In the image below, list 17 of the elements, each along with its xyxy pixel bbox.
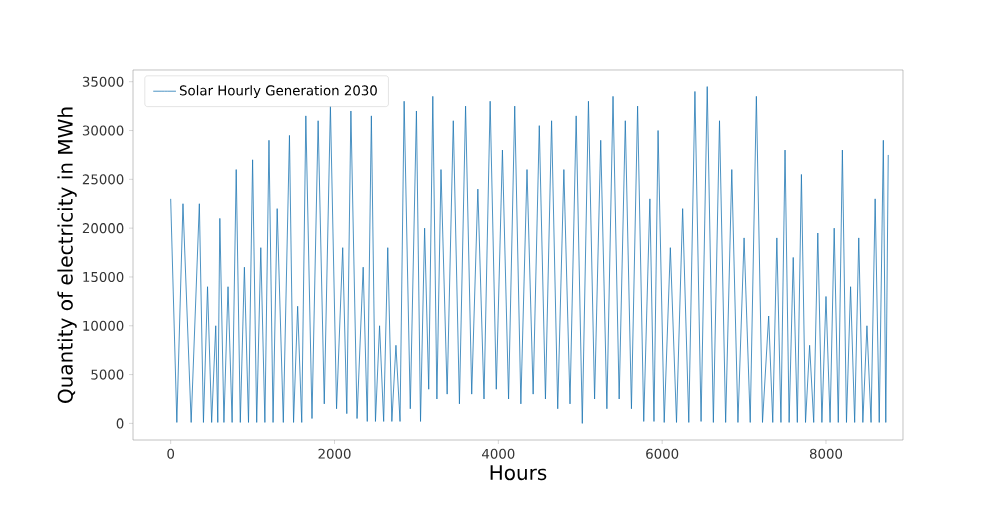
x-tick-label: 8000 (809, 448, 843, 459)
y-tick-label: 15000 (83, 271, 124, 283)
legend-label: Solar Hourly Generation 2030 (179, 85, 377, 99)
x-tick-label: 4000 (482, 448, 515, 459)
y-tick-label: 5000 (91, 369, 124, 380)
y-tick-label: 20000 (82, 223, 124, 234)
y-axis-title: Quantity of electricity in MWh (57, 107, 77, 403)
x-tick-label: 2000 (318, 448, 351, 459)
x-axis-title: Hours (490, 465, 547, 481)
y-tick-label: 25000 (82, 174, 124, 185)
y-tick-label: 0 (116, 418, 124, 429)
x-tick-label: 6000 (646, 448, 679, 459)
x-tick-label: 0 (167, 448, 175, 459)
y-tick-label: 30000 (82, 125, 124, 136)
y-tick-label: 35000 (82, 76, 124, 87)
y-tick-label: 10000 (83, 320, 124, 331)
line-series (170, 86, 889, 424)
